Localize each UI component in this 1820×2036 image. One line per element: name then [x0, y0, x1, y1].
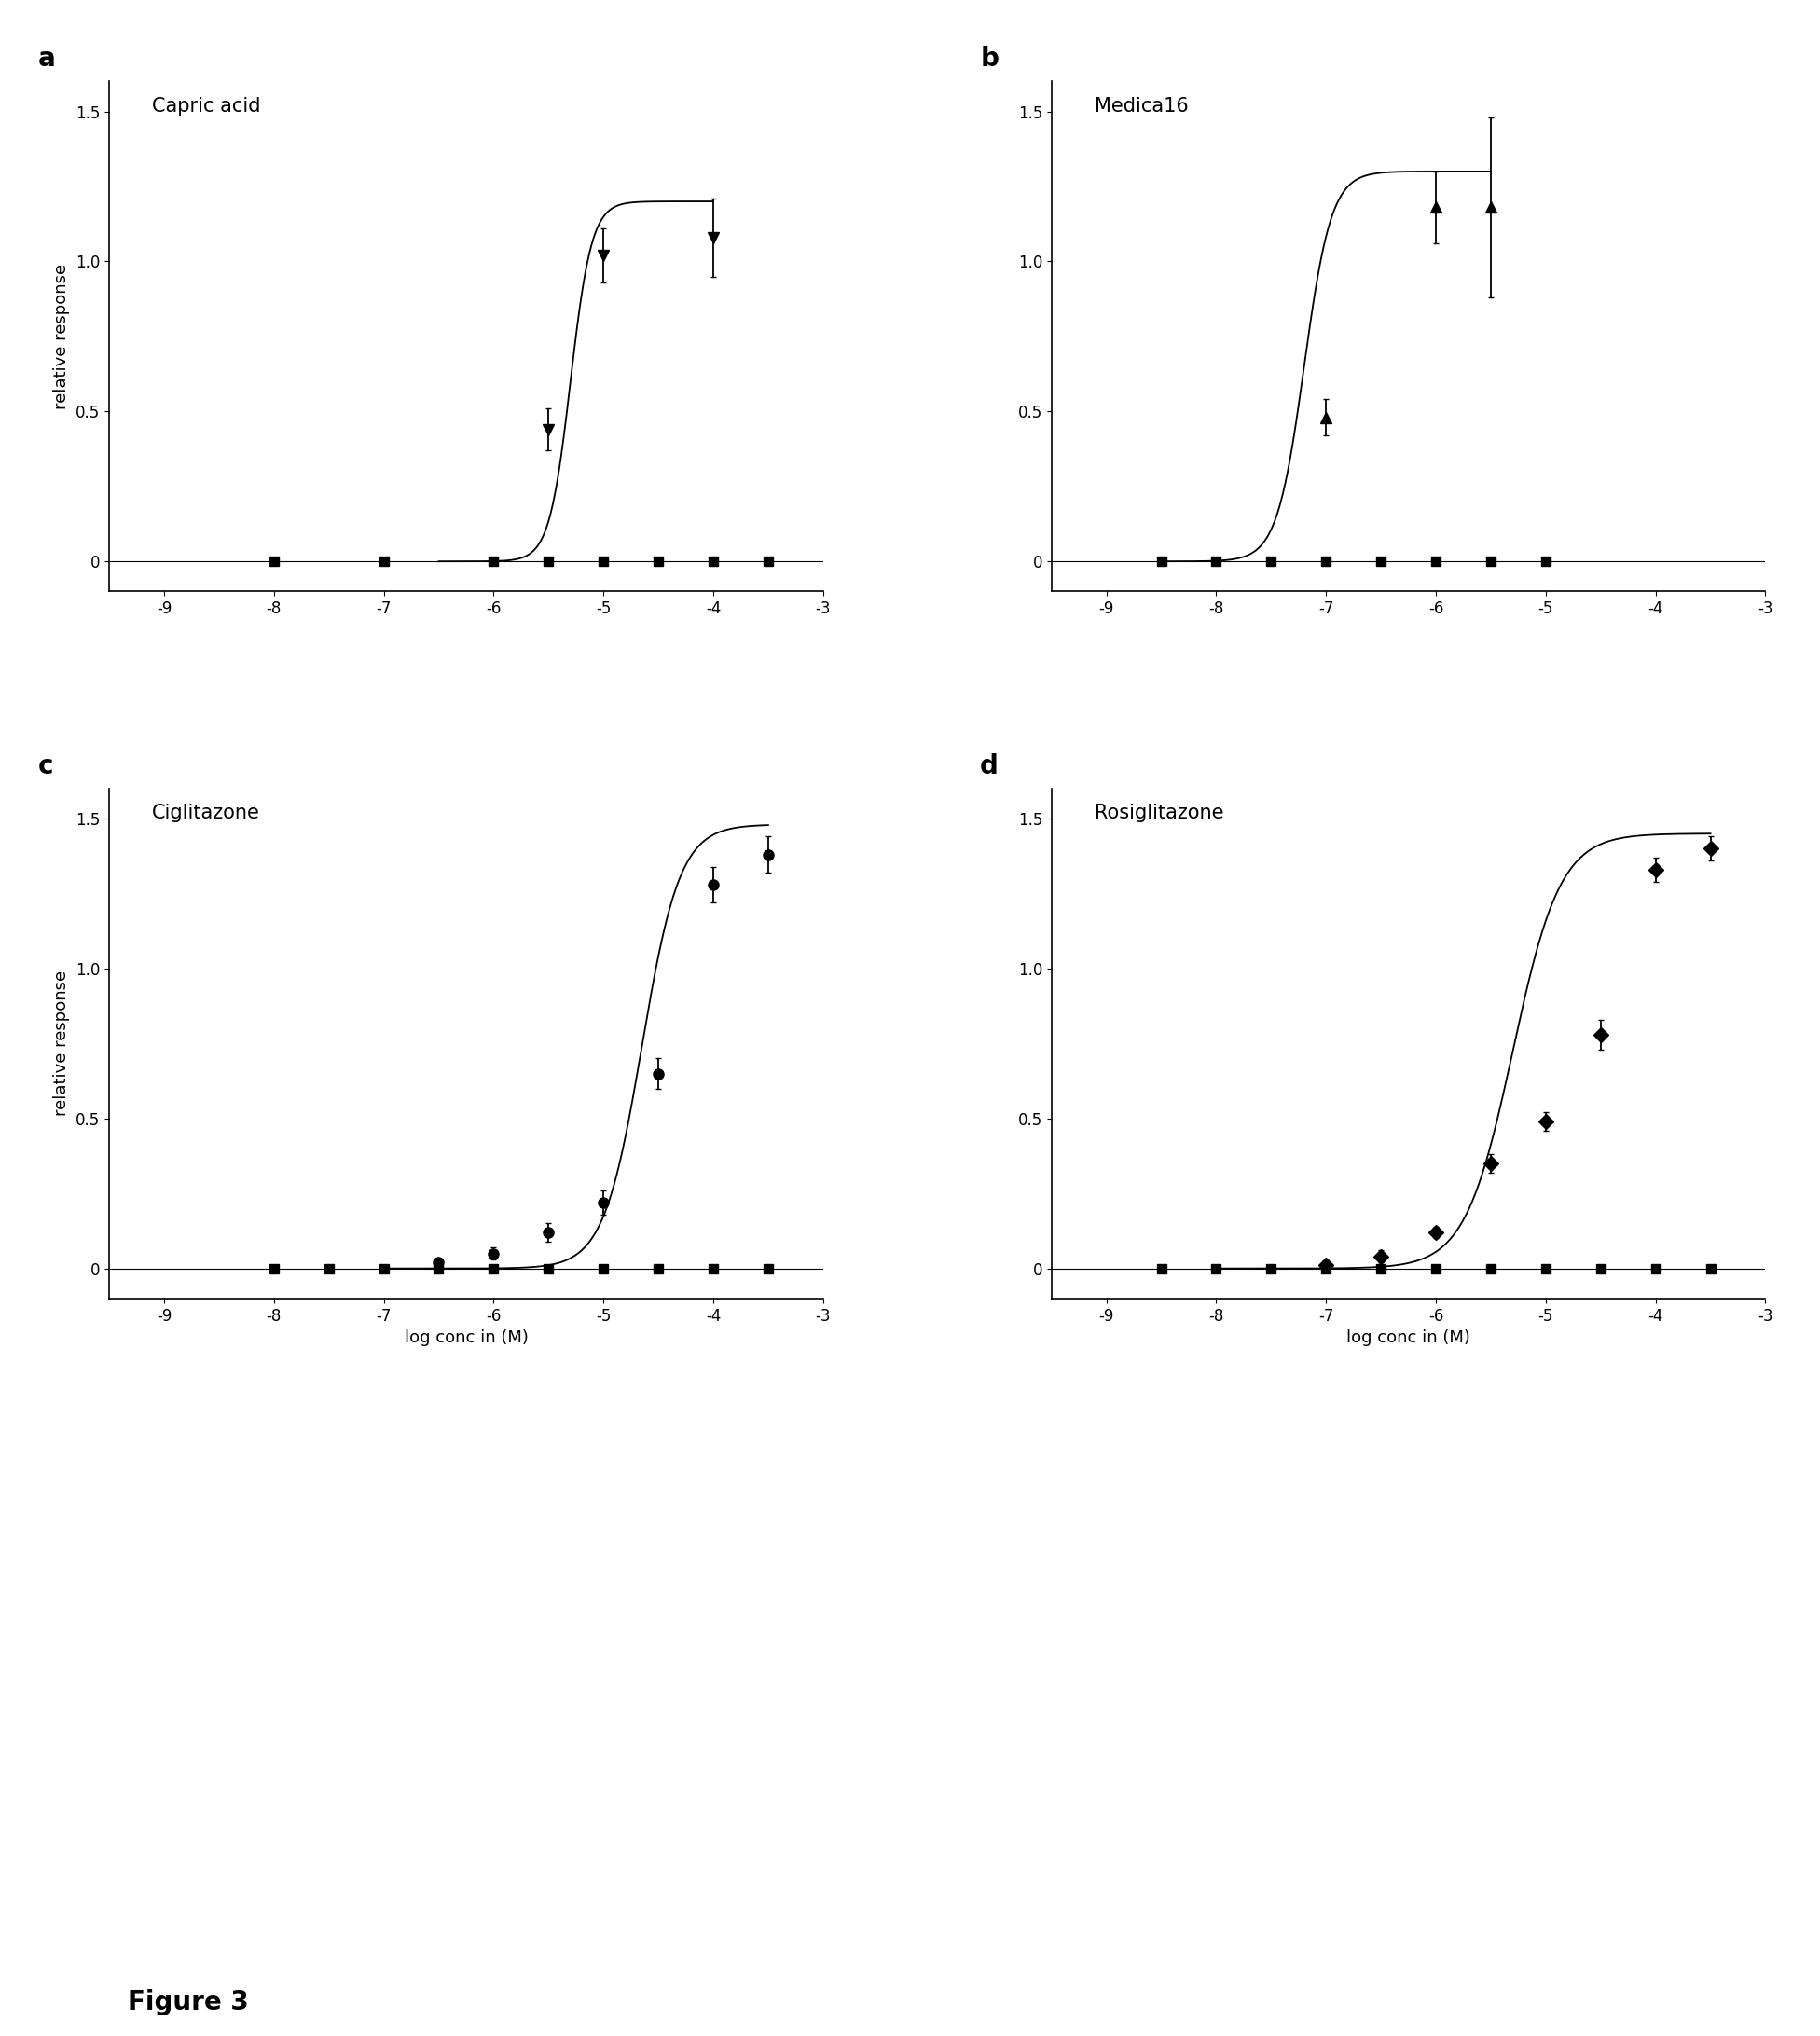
- Text: a: a: [38, 45, 55, 71]
- Text: Figure 3: Figure 3: [127, 1989, 248, 2016]
- X-axis label: log conc in (M): log conc in (M): [404, 1330, 528, 1346]
- Text: Ciglitazone: Ciglitazone: [153, 804, 260, 823]
- Y-axis label: relative response: relative response: [53, 263, 71, 409]
- Text: b: b: [981, 45, 999, 71]
- Text: c: c: [38, 753, 53, 780]
- X-axis label: log conc in (M): log conc in (M): [1347, 1330, 1471, 1346]
- Text: Medica16: Medica16: [1094, 98, 1188, 116]
- Text: Capric acid: Capric acid: [153, 98, 260, 116]
- Text: Rosiglitazone: Rosiglitazone: [1094, 804, 1223, 823]
- Text: d: d: [981, 753, 999, 780]
- Y-axis label: relative response: relative response: [53, 971, 71, 1116]
